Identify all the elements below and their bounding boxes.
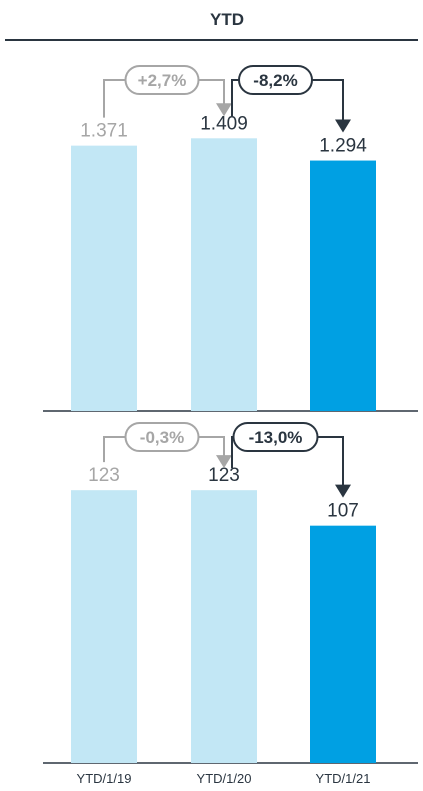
value-label: 1.409: [200, 113, 248, 134]
change-indicator: -0,3%: [103, 422, 232, 469]
x-tick-label: YTD/1/21: [316, 771, 371, 786]
bar-ytd-1-19: [71, 145, 137, 412]
chart-title: YTD: [210, 10, 244, 29]
change-badge: [124, 422, 200, 452]
change-label: -8,2%: [253, 71, 297, 90]
value-label: 123: [208, 465, 240, 486]
arrow-down-icon: [335, 484, 351, 498]
chart-panel-1: 1.371 1.409 1.294 +2,7% -8,2%: [71, 65, 376, 412]
bar-ytd-1-20: [191, 138, 257, 411]
change-label: +2,7%: [138, 71, 187, 90]
bar-ytd-1-20: [191, 490, 257, 763]
bar-ytd-1-19: [71, 490, 137, 763]
chart-panel-2: 123 123 107 -0,3% -13,0%: [71, 422, 376, 763]
change-label: -0,3%: [140, 428, 184, 447]
change-label: -13,0%: [249, 428, 303, 447]
value-label: 1.294: [319, 136, 367, 157]
change-indicator: +2,7%: [103, 65, 232, 118]
change-badge: [238, 65, 313, 95]
value-label: 123: [88, 465, 120, 486]
x-tick-label: YTD/1/19: [77, 771, 132, 786]
change-badge: [232, 422, 319, 452]
arrow-down-icon: [335, 119, 351, 133]
change-indicator: -13,0%: [231, 422, 351, 498]
value-label: 107: [327, 501, 359, 522]
value-label: 1.371: [80, 121, 128, 142]
x-tick-label: YTD/1/20: [197, 771, 252, 786]
change-indicator: -8,2%: [231, 65, 351, 133]
arrow-down-icon: [216, 103, 232, 117]
x-axis-ticks: YTD/1/19 YTD/1/20 YTD/1/21: [77, 771, 371, 786]
change-badge: [124, 65, 200, 95]
bar-ytd-1-21: [310, 160, 376, 411]
arrow-down-icon: [216, 455, 232, 469]
bar-ytd-1-21: [310, 525, 376, 763]
